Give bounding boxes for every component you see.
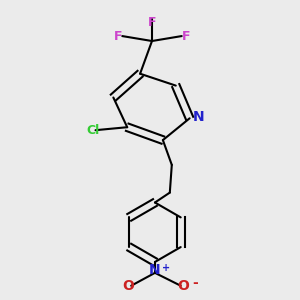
Text: -: - — [192, 276, 198, 290]
Text: Cl: Cl — [86, 124, 99, 137]
Text: F: F — [114, 30, 122, 43]
Text: O: O — [122, 279, 134, 293]
Text: N: N — [193, 110, 204, 124]
Text: +: + — [162, 262, 170, 272]
Text: O: O — [178, 279, 190, 293]
Text: N: N — [149, 263, 161, 278]
Text: F: F — [182, 30, 190, 43]
Text: F: F — [148, 16, 156, 29]
